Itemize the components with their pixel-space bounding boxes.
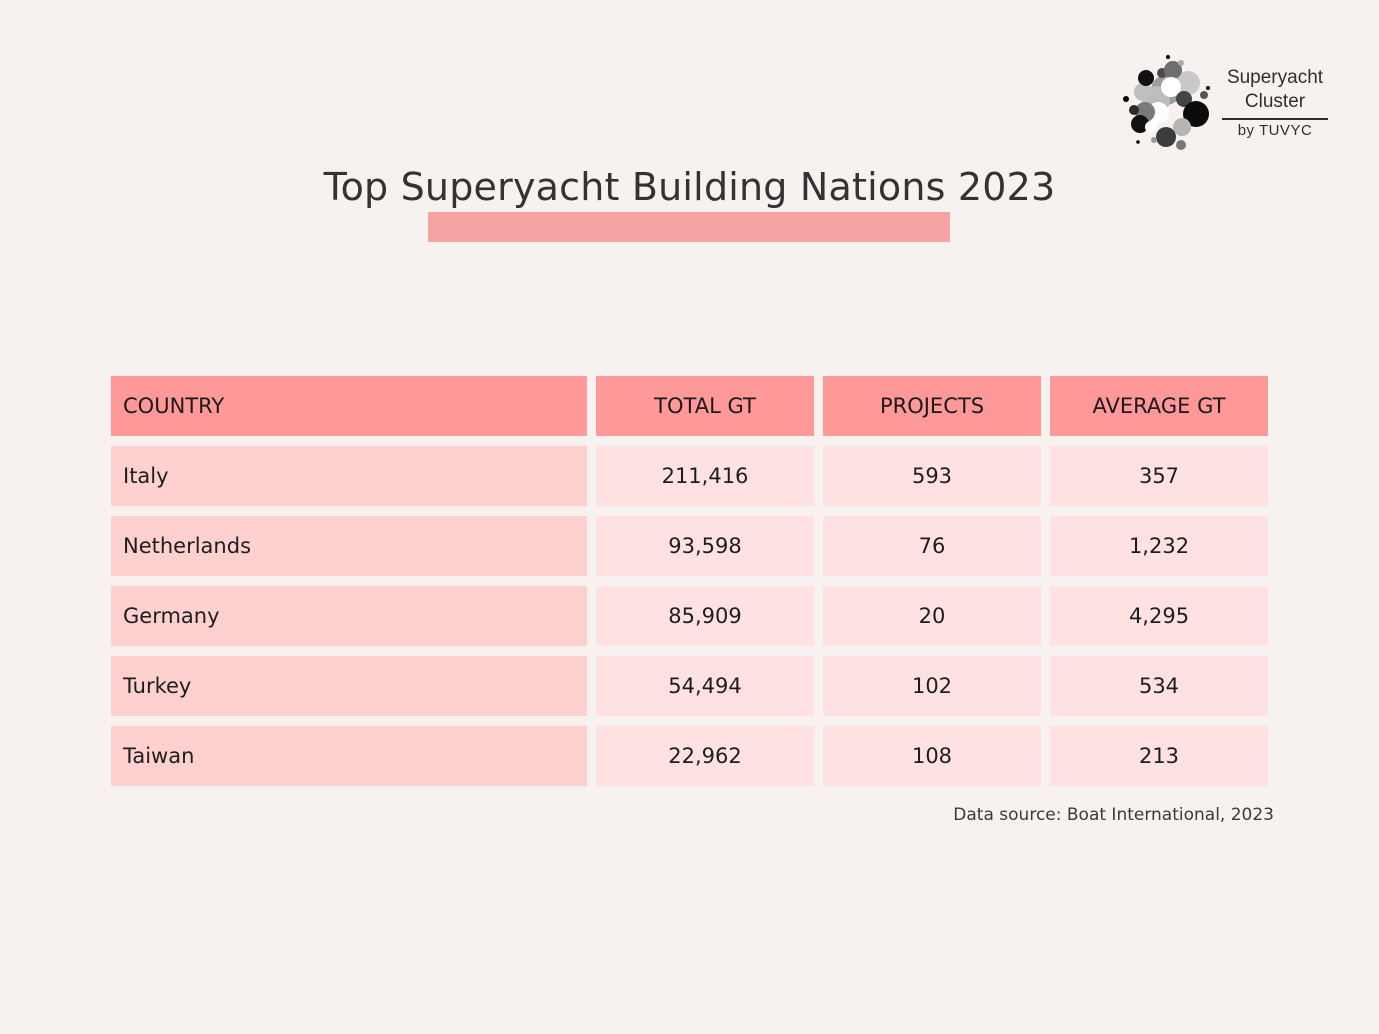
table-cell-average-gt: 534 [1050, 656, 1268, 716]
table-cell-country: Germany [111, 586, 587, 646]
logo-text: Superyacht Cluster by TUVYC [1222, 66, 1328, 140]
header-total-gt: TOTAL GT [596, 376, 814, 436]
header-average-gt: AVERAGE GT [1050, 376, 1268, 436]
table-cell-projects: 76 [823, 516, 1041, 576]
table-cell-total-gt: 22,962 [596, 726, 814, 786]
title-underline-bar [428, 212, 950, 242]
logo-byline: by TUVYC [1237, 122, 1313, 139]
table-cell-average-gt: 213 [1050, 726, 1268, 786]
table-cell-projects: 20 [823, 586, 1041, 646]
logo-line-1: Superyacht [1226, 67, 1324, 88]
table-cell-country: Turkey [111, 656, 587, 716]
table-cell-country: Netherlands [111, 516, 587, 576]
table-cell-country: Taiwan [111, 726, 587, 786]
data-source-note: Data source: Boat International, 2023 [953, 805, 1274, 825]
header-country: COUNTRY [111, 376, 587, 436]
table-cell-total-gt: 54,494 [596, 656, 814, 716]
table-cell-total-gt: 211,416 [596, 446, 814, 506]
table-cell-projects: 108 [823, 726, 1041, 786]
table-cell-average-gt: 4,295 [1050, 586, 1268, 646]
header-projects: PROJECTS [823, 376, 1041, 436]
page-title: Top Superyacht Building Nations 2023 [323, 165, 1056, 209]
logo-line-2: Cluster [1244, 91, 1306, 112]
table-cell-country: Italy [111, 446, 587, 506]
table-cell-projects: 593 [823, 446, 1041, 506]
superyacht-cluster-logo: Superyacht Cluster by TUVYC [1118, 50, 1333, 155]
cluster-logo-icon [1123, 55, 1210, 150]
table-cell-total-gt: 93,598 [596, 516, 814, 576]
table-cell-average-gt: 357 [1050, 446, 1268, 506]
table-cell-average-gt: 1,232 [1050, 516, 1268, 576]
logo-divider [1222, 118, 1328, 120]
table-cell-projects: 102 [823, 656, 1041, 716]
table-cell-total-gt: 85,909 [596, 586, 814, 646]
